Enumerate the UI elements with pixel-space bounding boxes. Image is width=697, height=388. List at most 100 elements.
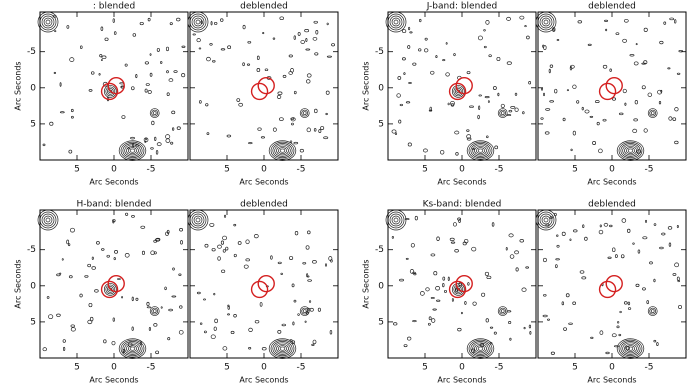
noise-contour — [391, 129, 397, 134]
noise-contour — [62, 339, 66, 343]
source-contour — [103, 283, 117, 296]
star-contour — [193, 17, 203, 27]
noise-contour — [180, 240, 183, 245]
panel-frame — [537, 11, 687, 161]
noise-contour — [399, 278, 405, 282]
panel — [187, 11, 339, 161]
noise-contour — [526, 35, 530, 40]
noise-contour — [414, 215, 418, 221]
noise-contour — [131, 86, 135, 91]
noise-contour — [225, 246, 229, 251]
noise-contour — [297, 31, 301, 36]
star-contour — [278, 345, 287, 353]
noise-contour — [621, 218, 627, 223]
noise-contour — [99, 54, 103, 58]
noise-contour — [227, 45, 232, 50]
noise-contour — [307, 230, 311, 235]
noise-contour — [467, 282, 470, 286]
panel-frame — [387, 11, 537, 161]
noise-contour — [288, 54, 293, 58]
y-tick-label: 5 — [378, 119, 384, 129]
noise-contour — [155, 150, 159, 155]
noise-contour — [243, 264, 249, 269]
noise-contour — [466, 129, 470, 132]
noise-contour — [217, 244, 222, 249]
x-tick-label: 5 — [74, 363, 80, 373]
noise-contour — [435, 286, 441, 291]
noise-contour — [79, 45, 83, 49]
noise-contour — [220, 18, 224, 22]
noise-contour — [121, 115, 126, 119]
noise-contour — [543, 293, 547, 297]
noise-contour — [549, 216, 553, 219]
noise-contour — [101, 55, 107, 60]
noise-contour — [290, 68, 294, 73]
x-axis-label: Arc Seconds — [437, 178, 486, 187]
noise-contour — [484, 96, 490, 99]
noise-contour — [432, 308, 437, 311]
noise-contour — [281, 323, 286, 327]
noise-contour — [453, 222, 457, 227]
noise-contour — [230, 330, 235, 335]
noise-contour — [545, 108, 551, 111]
noise-contour — [320, 126, 325, 130]
panel — [535, 11, 687, 161]
noise-contour — [155, 238, 160, 242]
noise-contour — [408, 26, 411, 31]
noise-contour — [635, 283, 640, 287]
noise-contour — [566, 89, 570, 92]
panel-title: deblended — [240, 2, 288, 12]
noise-contour — [645, 219, 648, 223]
noise-contour — [260, 136, 265, 139]
noise-contour — [624, 102, 627, 106]
noise-contour — [602, 64, 608, 69]
noise-contour — [256, 55, 260, 61]
noise-contour — [147, 90, 152, 94]
noise-contour — [289, 140, 293, 143]
noise-contour — [293, 35, 296, 40]
noise-contour — [167, 337, 171, 341]
noise-contour — [88, 302, 93, 308]
noise-contour — [550, 351, 555, 355]
noise-contour — [636, 149, 642, 154]
noise-contour — [147, 17, 151, 22]
noise-contour — [213, 292, 216, 296]
noise-contour — [435, 55, 438, 59]
noise-contour — [572, 84, 577, 89]
noise-contour — [561, 301, 565, 306]
noise-contour — [602, 118, 607, 122]
noise-contour — [42, 347, 47, 352]
noise-contour — [165, 134, 171, 139]
noise-contour — [548, 68, 551, 74]
noise-contour — [568, 322, 573, 325]
noise-contour — [130, 136, 135, 140]
noise-contour — [317, 307, 321, 312]
noise-contour — [447, 102, 450, 106]
noise-contour — [181, 73, 186, 78]
noise-contour — [484, 271, 490, 276]
noise-contour — [314, 108, 318, 114]
noise-contour — [491, 222, 495, 227]
star-contour — [468, 141, 493, 160]
noise-contour — [261, 347, 267, 351]
noise-contour — [528, 81, 532, 85]
noise-contour — [312, 339, 317, 345]
noise-contour — [155, 350, 160, 355]
star-contour — [120, 339, 145, 358]
noise-contour — [87, 319, 93, 325]
star-contour — [195, 217, 201, 223]
noise-contour — [210, 21, 213, 26]
noise-contour — [160, 61, 163, 64]
noise-contour — [494, 145, 499, 150]
noise-contour — [135, 297, 139, 301]
noise-contour — [620, 254, 625, 259]
star-contour — [129, 148, 136, 153]
noise-contour — [290, 117, 295, 120]
star-contour — [149, 108, 160, 118]
aperture — [107, 274, 125, 293]
noise-contour — [90, 71, 95, 75]
noise-contour — [430, 297, 435, 300]
star-contour — [389, 15, 403, 29]
noise-contour — [469, 105, 474, 108]
noise-contour — [196, 291, 201, 295]
